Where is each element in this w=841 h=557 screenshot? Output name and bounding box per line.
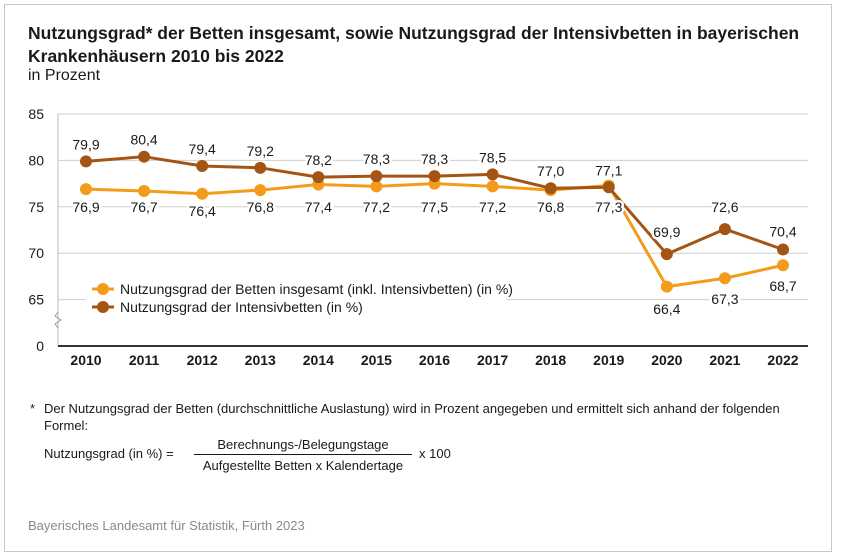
x-tick-label: 2011 [129, 352, 160, 368]
data-label: 79,4 [189, 141, 216, 157]
y-tick-label: 85 [28, 106, 44, 122]
data-label: 79,2 [247, 143, 274, 159]
data-point [254, 161, 267, 174]
data-label: 76,7 [130, 199, 157, 215]
data-label: 80,4 [130, 132, 157, 148]
data-label: 77,0 [537, 163, 564, 179]
x-tick-label: 2021 [709, 352, 740, 368]
data-label: 78,3 [363, 151, 390, 167]
formula-denominator: Aufgestellte Betten x Kalendertage [202, 458, 404, 473]
data-label: 78,5 [479, 149, 506, 165]
data-label: 77,3 [595, 199, 622, 215]
data-label: 70,4 [769, 223, 796, 239]
x-tick-label: 2014 [303, 352, 334, 368]
data-point [718, 272, 731, 285]
y-tick-label: 0 [36, 338, 44, 354]
data-point [254, 184, 267, 197]
data-point [428, 170, 441, 183]
data-label: 78,3 [421, 151, 448, 167]
data-point [312, 171, 325, 184]
data-label: 77,1 [595, 162, 622, 178]
legend-swatch-marker [97, 301, 109, 313]
data-label: 66,4 [653, 301, 680, 317]
data-point [777, 243, 789, 256]
y-tick-label: 70 [28, 245, 44, 261]
legend-label: Nutzungsgrad der Intensivbetten (in %) [120, 299, 363, 315]
formula-numerator: Berechnungs-/Belegungstage [194, 437, 412, 455]
data-point [370, 170, 383, 183]
data-point [196, 187, 209, 200]
x-tick-label: 2019 [593, 352, 624, 368]
y-tick-label: 80 [28, 152, 44, 168]
chart-title: Nutzungsgrad* der Betten insgesamt, sowi… [28, 23, 800, 66]
source-note: Bayerisches Landesamt für Statistik, Für… [28, 518, 305, 533]
data-label: 76,8 [537, 199, 564, 215]
legend-bg [86, 299, 506, 317]
formula-multiplier: x 100 [419, 446, 451, 461]
data-label: 76,4 [189, 203, 216, 219]
x-tick-label: 2020 [651, 352, 682, 368]
chart-frame [4, 4, 832, 552]
data-point [486, 168, 499, 181]
data-label: 77,4 [305, 199, 332, 215]
x-tick-label: 2022 [767, 352, 798, 368]
x-tick-label: 2016 [419, 352, 450, 368]
data-label: 72,6 [711, 199, 738, 215]
data-point [660, 248, 673, 261]
data-point [80, 155, 92, 168]
legend-swatch-marker [97, 283, 109, 295]
data-point [196, 159, 209, 172]
data-point [777, 259, 789, 272]
line-chart: 85 80 75 70 65 0 2010 2011 2012 2013 2014 2015 2016 2… [28, 106, 808, 368]
chart-subtitle: in Prozent [28, 67, 101, 84]
x-tick-label: 2017 [477, 352, 508, 368]
data-point [544, 182, 557, 195]
data-label: 67,3 [711, 291, 738, 307]
legend-label: Nutzungsgrad der Betten insgesamt (inkl.… [120, 281, 513, 297]
formula-lhs: Nutzungsgrad (in %) = [44, 446, 174, 461]
footnote-marker: * [30, 401, 36, 416]
data-point [718, 223, 731, 236]
data-point [138, 185, 151, 198]
data-label: 76,9 [72, 199, 99, 215]
data-point [370, 180, 383, 193]
data-label: 79,9 [72, 136, 99, 152]
x-tick-label: 2012 [187, 352, 218, 368]
data-point [602, 181, 615, 194]
footnote-text: Der Nutzungsgrad der Betten (durchschnit… [44, 401, 780, 433]
data-label: 69,9 [653, 224, 680, 240]
data-label: 77,2 [479, 199, 506, 215]
x-tick-label: 2015 [361, 352, 392, 368]
data-point [660, 280, 673, 293]
legend-bg [86, 281, 506, 299]
axis-break-icon [54, 311, 62, 329]
data-label: 78,2 [305, 152, 332, 168]
formula-fraction: Berechnungs-/Belegungstage Aufgestellte … [194, 437, 412, 473]
data-point [138, 150, 151, 163]
data-label: 77,5 [421, 199, 448, 215]
x-tick-label: 2013 [245, 352, 276, 368]
data-label: 76,8 [247, 199, 274, 215]
y-tick-label: 65 [28, 292, 44, 308]
x-tick-label: 2010 [70, 352, 101, 368]
y-tick-label: 75 [28, 199, 44, 215]
data-point [486, 180, 499, 193]
data-point [80, 183, 92, 196]
data-label: 68,7 [769, 278, 796, 294]
x-tick-label: 2018 [535, 352, 566, 368]
data-label: 77,2 [363, 199, 390, 215]
